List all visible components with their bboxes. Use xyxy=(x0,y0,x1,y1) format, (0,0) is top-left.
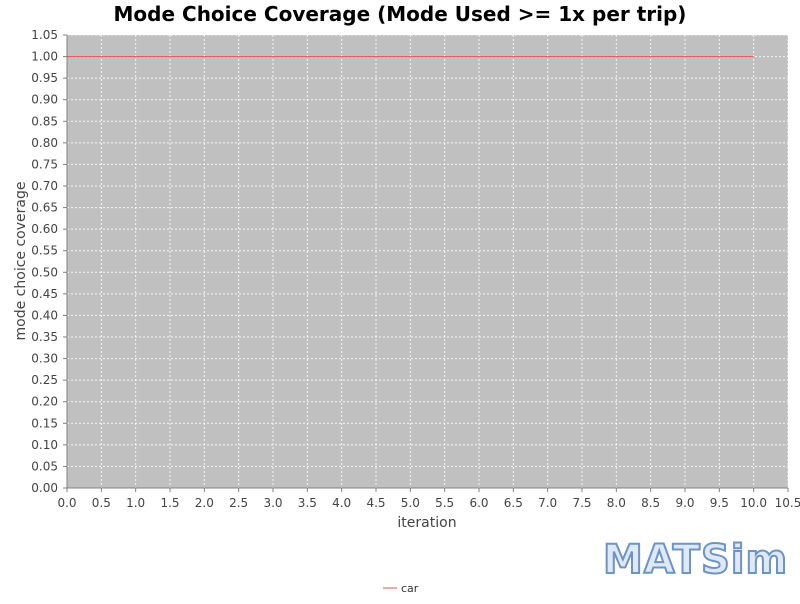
x-tick-label: 9.0 xyxy=(675,496,694,510)
x-tick-label: 4.5 xyxy=(366,496,385,510)
matsim-logo: MATSim xyxy=(602,536,788,584)
y-tick-label: 0.30 xyxy=(31,352,58,366)
axes xyxy=(66,35,788,489)
y-tick-label: 0.65 xyxy=(31,201,58,215)
y-tick-label: 0.20 xyxy=(31,395,58,409)
x-tick-label: 2.0 xyxy=(195,496,214,510)
x-tick-label: 0.5 xyxy=(92,496,111,510)
legend: car xyxy=(383,582,419,595)
legend-label-car: car xyxy=(401,582,419,595)
y-axis-ticks: 0.00 0.05 0.10 0.15 0.20 0.25 0.30 0.35 0.40 0.45… xyxy=(31,28,67,495)
x-tick-label: 3.0 xyxy=(263,496,282,510)
y-tick-label: 1.05 xyxy=(31,28,58,42)
y-tick-label: 0.05 xyxy=(31,459,58,473)
y-tick-label: 0.70 xyxy=(31,179,58,193)
y-tick-label: 0.80 xyxy=(31,136,58,150)
x-axis-label: iteration xyxy=(397,515,456,531)
y-axis-label: mode choice coverage xyxy=(13,182,29,341)
x-tick-label: 0.0 xyxy=(57,496,76,510)
y-tick-label: 0.10 xyxy=(31,438,58,452)
x-tick-label: 10.0 xyxy=(740,496,767,510)
y-tick-label: 0.50 xyxy=(31,265,58,279)
x-tick-label: 6.5 xyxy=(504,496,523,510)
chart-title: Mode Choice Coverage (Mode Used >= 1x pe… xyxy=(114,2,687,26)
x-tick-label: 1.5 xyxy=(160,496,179,510)
x-tick-label: 6.0 xyxy=(469,496,488,510)
y-tick-label: 0.35 xyxy=(31,330,58,344)
y-tick-label: 0.40 xyxy=(31,308,58,322)
x-axis-ticks: 0.0 0.5 1.0 1.5 2.0 2.5 3.0 3.5 4.0 4.5 5.0 5.5 6.0 6… xyxy=(57,488,800,510)
y-tick-label: 0.90 xyxy=(31,93,58,107)
y-tick-label: 0.95 xyxy=(31,71,58,85)
y-tick-label: 0.75 xyxy=(31,157,58,171)
x-tick-label: 2.5 xyxy=(229,496,248,510)
x-tick-label: 8.5 xyxy=(641,496,660,510)
y-tick-label: 0.60 xyxy=(31,222,58,236)
x-tick-label: 3.5 xyxy=(298,496,317,510)
x-tick-label: 5.0 xyxy=(401,496,420,510)
y-tick-label: 1.00 xyxy=(31,50,58,64)
x-tick-label: 7.0 xyxy=(538,496,557,510)
y-tick-label: 0.00 xyxy=(31,481,58,495)
x-tick-label: 7.5 xyxy=(572,496,591,510)
y-tick-label: 0.45 xyxy=(31,287,58,301)
y-tick-label: 0.55 xyxy=(31,244,58,258)
y-tick-label: 0.25 xyxy=(31,373,58,387)
y-tick-label: 0.15 xyxy=(31,416,58,430)
x-tick-label: 5.5 xyxy=(435,496,454,510)
plot-area xyxy=(67,35,788,488)
x-tick-label: 4.0 xyxy=(332,496,351,510)
x-tick-label: 9.5 xyxy=(710,496,729,510)
x-tick-label: 1.0 xyxy=(126,496,145,510)
x-tick-label: 8.0 xyxy=(607,496,626,510)
y-tick-label: 0.85 xyxy=(31,114,58,128)
x-tick-label: 10.5 xyxy=(775,496,800,510)
matsim-logo-text: MATSim xyxy=(603,537,788,583)
grid xyxy=(67,34,789,488)
